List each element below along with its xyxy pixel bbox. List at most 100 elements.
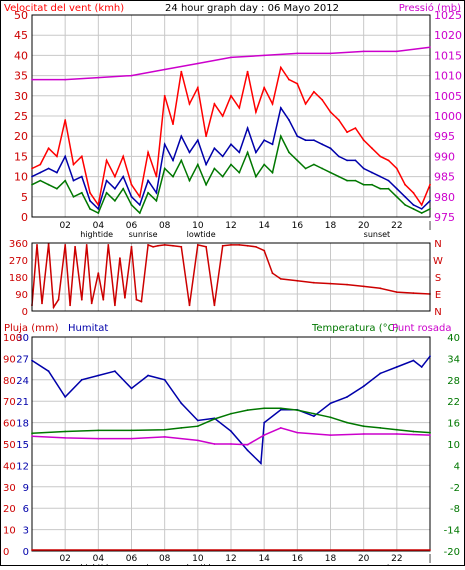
humidity-scale-label: 21 (16, 397, 29, 408)
x-event-label: hightide (80, 230, 113, 239)
gust-point (263, 86, 266, 89)
avg-point (412, 204, 415, 206)
x-tick-label: | (428, 221, 431, 231)
wind-direction-line (31, 243, 431, 310)
wind-tick-label: 30 (14, 90, 28, 103)
humidity-point (64, 396, 67, 398)
gust-point (379, 155, 382, 158)
compass-label: W (433, 256, 443, 267)
wind_low-point (354, 179, 357, 182)
temperature-point (180, 427, 183, 429)
wind_low-point (80, 191, 83, 194)
temperature-tick-label: -8 (450, 504, 460, 515)
dewpoint-point (395, 433, 398, 435)
avg-point (313, 139, 315, 142)
rain-tick-label: 100 (3, 333, 22, 344)
wind-direction-point (172, 244, 174, 247)
x-tick-label: 08 (159, 221, 171, 231)
wind_low-point (56, 187, 58, 190)
avg-point (163, 143, 166, 146)
gust-point (230, 94, 232, 97)
wind-direction-point (85, 244, 88, 246)
dewpoint-point (230, 443, 232, 445)
pressure-tick-label: 1015 (434, 49, 462, 62)
wind-direction-point (412, 292, 415, 294)
gust-point (64, 119, 67, 121)
panel1-frame (31, 14, 431, 218)
dewpoint-point (31, 435, 33, 438)
avg-point (288, 119, 290, 121)
wind_low-point (114, 199, 116, 202)
gust-point (395, 167, 398, 170)
gust-point (371, 147, 373, 150)
temperature-tick-label: 10 (447, 440, 460, 451)
wind-tick-label: 15 (14, 150, 28, 163)
wind_low-point (163, 167, 166, 170)
dewpoint-point (263, 434, 266, 436)
wind_low-point (205, 183, 208, 186)
humidity-point (346, 396, 348, 398)
humidity-scale-label: 9 (23, 483, 29, 494)
gust-point (429, 183, 431, 186)
x-event-label: sunset (364, 230, 391, 239)
compass-label: N (434, 239, 441, 250)
direction-tick-label: 360 (9, 239, 28, 250)
temperature-title: Temperatura (°C) (311, 323, 399, 334)
avg-point (354, 159, 357, 162)
wind_low-point (39, 179, 42, 182)
gust-point (130, 183, 133, 186)
wind-direction-point (102, 298, 105, 301)
wind-direction-point (157, 244, 159, 247)
wind-direction-point (140, 300, 143, 303)
avg-point (395, 187, 398, 190)
temperature-point (429, 431, 431, 434)
temperature-point (213, 418, 216, 420)
humidity-scale-label: 30 (16, 333, 29, 344)
wind-direction-point (379, 287, 382, 290)
wind-direction-point (296, 279, 299, 282)
wind_low-point (429, 208, 431, 210)
pressure-tick-label: 990 (434, 150, 455, 163)
pressure-tick-label: 1010 (434, 70, 462, 83)
x-tick-label: 02 (59, 554, 70, 564)
avg-point (221, 155, 224, 158)
avg-point (271, 143, 274, 146)
wind_low-point (255, 175, 257, 178)
temperature-point (196, 425, 199, 428)
pressure-tick-label: 1005 (434, 90, 462, 103)
x-tick-label: 10 (192, 554, 204, 564)
wind_low-point (97, 212, 100, 214)
rain-tick-label: 20 (3, 504, 16, 515)
humidity-point (130, 387, 133, 390)
humidity-point (47, 370, 50, 373)
wind-direction-point (97, 272, 100, 275)
wind-direction-point (362, 285, 365, 288)
dewpoint-point (64, 437, 67, 439)
gust-point (412, 191, 415, 194)
pressure-point (64, 78, 67, 81)
wind-direction-point (221, 244, 224, 247)
gust-point (296, 82, 299, 85)
gust-point (114, 175, 116, 178)
gust-point (122, 155, 125, 158)
avg-point (180, 135, 183, 138)
avg-point (196, 139, 199, 142)
gust-point (304, 103, 307, 105)
x-tick-label: 20 (358, 221, 370, 231)
avg-point (230, 143, 232, 146)
temperature-point (329, 416, 332, 419)
temperature-point (313, 412, 315, 415)
direction-tick-label: 180 (9, 273, 28, 284)
temperature-tick-label: 34 (447, 354, 460, 365)
temperature-point (395, 428, 398, 431)
temperature-point (362, 425, 365, 428)
avg-point (387, 179, 390, 182)
avg-point (420, 208, 423, 210)
temperature-point (97, 429, 100, 432)
gust-point (346, 131, 348, 134)
wind_low-point (404, 204, 406, 206)
avg-point (138, 204, 141, 206)
gust-point (163, 94, 166, 97)
humidity-scale-label: 3 (23, 526, 29, 537)
avg-point (188, 151, 191, 154)
